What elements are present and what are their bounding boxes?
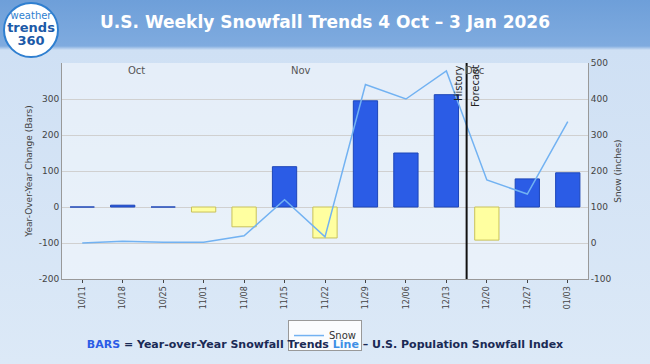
svg-text:200: 200 [591,166,608,176]
svg-text:200: 200 [42,130,59,140]
svg-text:11/15: 11/15 [280,286,289,309]
svg-text:12/06: 12/06 [402,286,411,309]
svg-text:History: History [453,65,464,101]
svg-text:100: 100 [42,166,59,176]
svg-text:400: 400 [591,94,608,104]
svg-text:Nov: Nov [291,65,311,76]
svg-text:12/27: 12/27 [523,286,532,309]
svg-text:11/29: 11/29 [361,286,370,309]
svg-text:10/25: 10/25 [159,286,168,309]
svg-text:500: 500 [591,58,608,68]
svg-text:-100: -100 [39,238,60,248]
svg-text:11/08: 11/08 [240,286,249,309]
svg-text:12/20: 12/20 [482,286,491,309]
svg-text:0: 0 [591,238,597,248]
svg-text:12/13: 12/13 [442,286,451,309]
svg-text:Year-Over-Year Change (Bars): Year-Over-Year Change (Bars) [24,105,34,238]
svg-text:Forecast: Forecast [470,65,481,107]
svg-text:01/03: 01/03 [563,286,572,309]
svg-text:0: 0 [53,202,59,212]
svg-text:300: 300 [42,94,59,104]
svg-text:-100: -100 [591,274,612,284]
svg-text:U.S. Weekly Snowfall Trends 4: U.S. Weekly Snowfall Trends 4 Oct – 3 Ja… [100,12,550,32]
svg-text:Oct: Oct [128,65,145,76]
svg-text:10/18: 10/18 [118,286,127,309]
svg-text:Snow (inches): Snow (inches) [613,139,623,202]
svg-text:300: 300 [591,130,608,140]
svg-text:100: 100 [591,202,608,212]
svg-text:-200: -200 [39,274,60,284]
svg-text:11/01: 11/01 [199,286,208,309]
svg-text:Dec: Dec [465,65,484,76]
svg-text:11/22: 11/22 [321,286,330,309]
svg-text:10/11: 10/11 [78,286,87,309]
